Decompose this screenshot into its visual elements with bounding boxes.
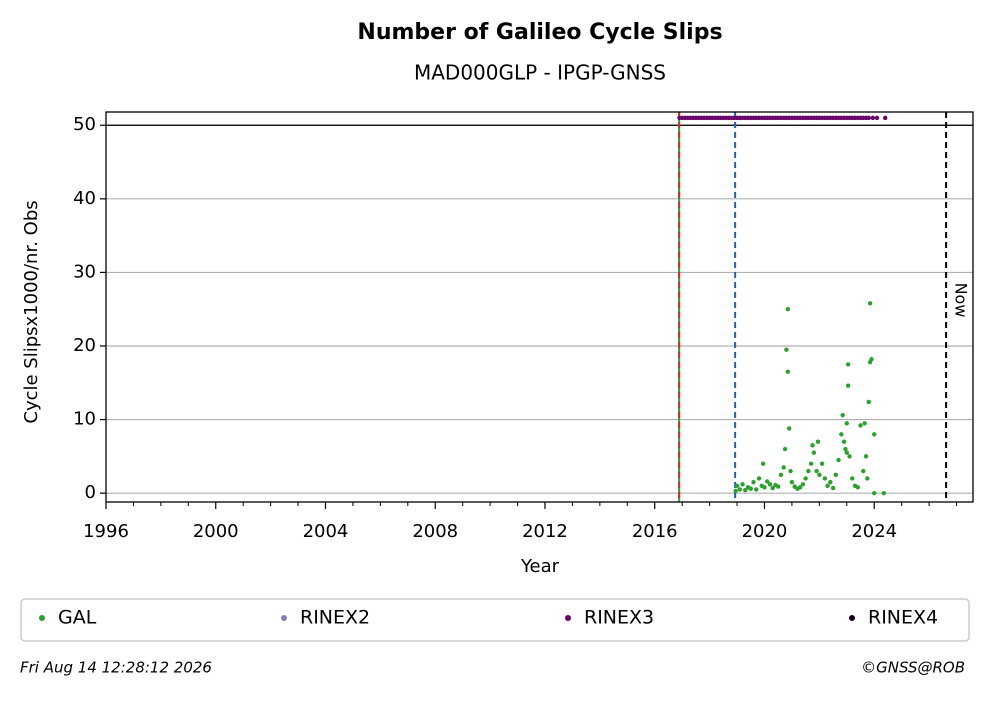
event-label: Now — [952, 283, 971, 318]
data-point — [782, 446, 788, 452]
data-point — [866, 115, 871, 121]
data-point — [797, 485, 803, 490]
data-point — [810, 443, 815, 448]
x-tick-label: 2012 — [522, 521, 568, 542]
data-point — [858, 423, 863, 428]
legend-marker — [565, 615, 571, 621]
data-point — [770, 485, 775, 491]
data-point — [845, 362, 851, 367]
y-tick-label: 30 — [73, 261, 96, 282]
footer-credit: ©GNSS@ROB — [861, 659, 965, 677]
data-point — [815, 439, 821, 444]
data-point — [748, 486, 753, 491]
data-point — [870, 115, 876, 121]
data-point — [751, 479, 756, 485]
data-point — [883, 115, 888, 121]
y-tick-label: 40 — [73, 188, 96, 209]
data-point — [762, 485, 767, 490]
data-point — [760, 461, 766, 466]
x-tick-label: 2024 — [851, 521, 897, 542]
data-point — [861, 468, 866, 474]
data-point — [865, 476, 870, 481]
legend-marker — [39, 615, 45, 621]
y-tick-label: 0 — [85, 482, 96, 503]
data-point — [841, 439, 847, 444]
data-point — [803, 476, 808, 481]
x-tick-label: 2000 — [193, 521, 239, 542]
data-point — [847, 454, 852, 459]
data-point — [874, 115, 880, 121]
data-point — [822, 476, 828, 481]
data-point — [843, 446, 848, 452]
x-tick-label: 2004 — [303, 521, 349, 542]
data-point — [756, 476, 762, 481]
x-tick-label: 2020 — [742, 521, 788, 542]
data-point — [863, 454, 869, 459]
data-point — [765, 479, 770, 484]
data-point — [830, 485, 836, 491]
data-point — [781, 465, 786, 470]
data-point — [881, 490, 887, 496]
y-axis-label: Cycle Slipsx1000/nr. Obs — [21, 200, 42, 423]
data-point — [866, 399, 871, 405]
data-point — [778, 472, 784, 477]
chart-subtitle: MAD000GLP - IPGP-GNSS — [414, 61, 666, 85]
data-point — [862, 421, 867, 426]
data-point — [737, 487, 742, 492]
data-point — [788, 468, 793, 474]
x-tick-label: 1996 — [83, 521, 129, 542]
x-axis-label: Year — [520, 556, 560, 577]
data-point — [800, 482, 806, 487]
data-point — [785, 307, 791, 312]
data-point — [743, 488, 748, 493]
legend-marker — [281, 615, 287, 621]
data-point — [785, 369, 791, 374]
data-point — [869, 357, 874, 362]
data-point — [819, 461, 825, 466]
plot-frame — [105, 111, 974, 503]
data-point — [817, 472, 822, 477]
legend-label: GAL — [58, 607, 97, 629]
y-tick-label: 10 — [73, 409, 96, 430]
data-point — [867, 301, 873, 306]
data-point — [839, 432, 844, 437]
x-tick-label: 2016 — [632, 521, 678, 542]
x-tick-label: 2008 — [412, 521, 458, 542]
y-tick-label: 20 — [73, 335, 96, 356]
data-point — [872, 490, 877, 496]
data-point — [836, 457, 841, 463]
footer-date: Fri Aug 14 12:28:12 2026 — [20, 659, 212, 677]
data-point — [844, 450, 849, 455]
legend-label: RINEX2 — [300, 607, 370, 629]
data-point — [740, 482, 745, 487]
data-point — [767, 482, 773, 487]
data-point — [855, 485, 860, 490]
legend-label: RINEX3 — [584, 607, 654, 629]
data-point — [808, 461, 814, 466]
data-point — [850, 476, 855, 481]
data-point — [844, 421, 849, 426]
data-point — [775, 484, 781, 489]
data-point — [828, 479, 833, 485]
data-point — [814, 468, 819, 474]
data-point — [786, 426, 792, 431]
y-tick-label: 50 — [73, 114, 96, 135]
data-point — [784, 347, 789, 352]
data-point — [733, 488, 738, 494]
data-point — [840, 412, 845, 418]
data-point — [845, 383, 851, 388]
data-point — [872, 432, 877, 437]
data-point — [806, 468, 811, 474]
legend-label: RINEX4 — [868, 607, 938, 629]
data-point — [833, 472, 839, 477]
data-point — [734, 483, 740, 489]
data-point — [811, 450, 817, 455]
data-point — [754, 487, 759, 492]
chart-title: Number of Galileo Cycle Slips — [357, 20, 722, 45]
legend-marker — [849, 615, 855, 621]
legend-box — [20, 598, 970, 642]
data-point — [789, 479, 795, 485]
data-point — [825, 483, 830, 489]
